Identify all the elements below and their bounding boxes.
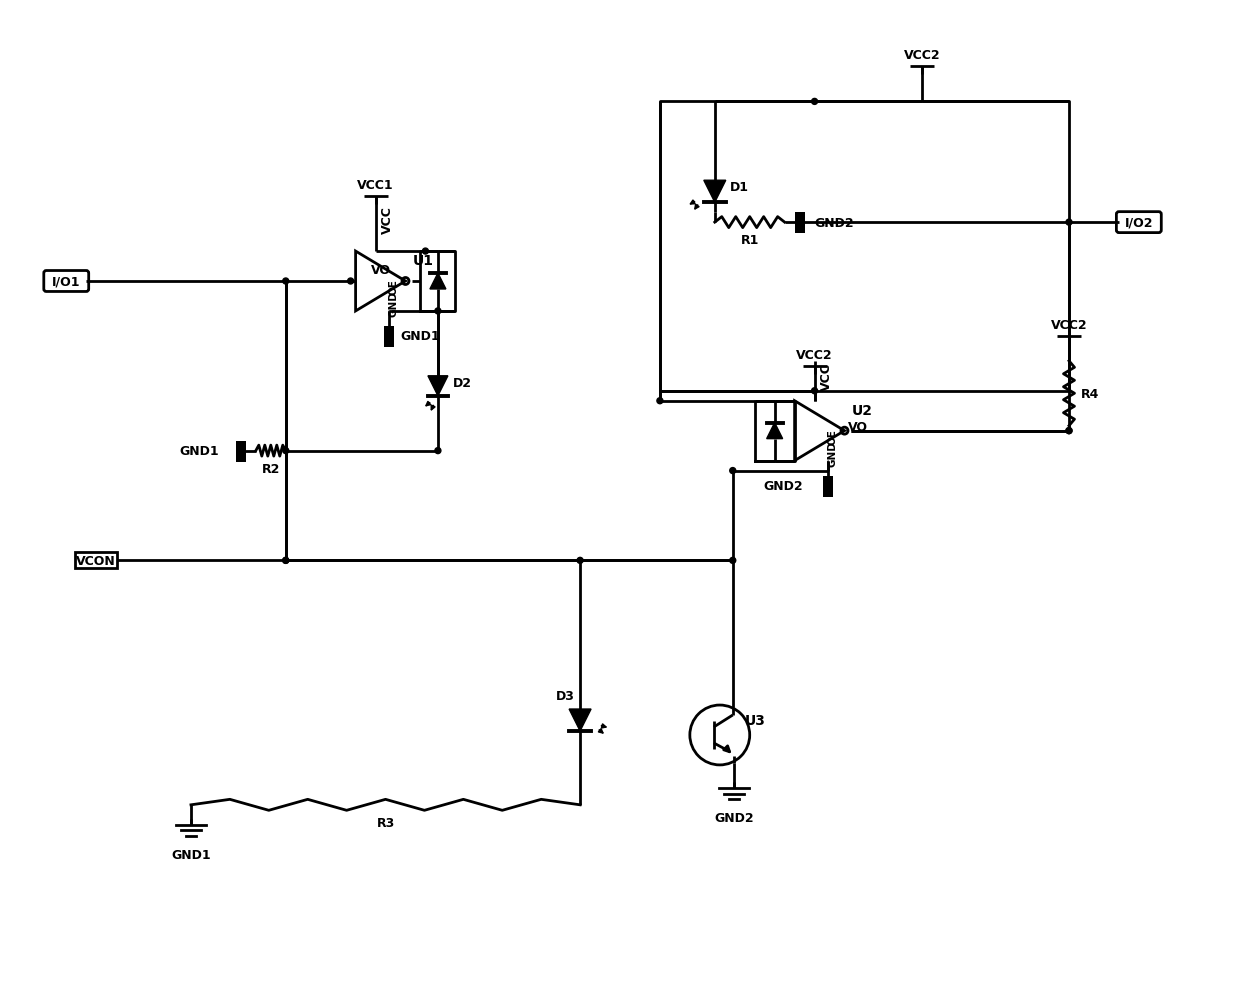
Circle shape bbox=[657, 399, 663, 405]
Text: D1: D1 bbox=[730, 180, 749, 193]
Text: GND2: GND2 bbox=[763, 480, 802, 493]
Text: I/O1: I/O1 bbox=[52, 276, 81, 289]
Circle shape bbox=[730, 468, 735, 474]
Text: OE: OE bbox=[827, 428, 837, 444]
Text: GND1: GND1 bbox=[180, 445, 219, 458]
Circle shape bbox=[283, 448, 289, 454]
Circle shape bbox=[811, 389, 817, 395]
Polygon shape bbox=[428, 377, 448, 397]
Circle shape bbox=[811, 99, 817, 105]
Text: GND1: GND1 bbox=[401, 330, 440, 343]
Circle shape bbox=[347, 279, 353, 285]
Text: VCON: VCON bbox=[77, 554, 117, 567]
Circle shape bbox=[283, 279, 289, 285]
Polygon shape bbox=[430, 274, 446, 290]
Text: VO: VO bbox=[847, 421, 868, 434]
Text: VCC2: VCC2 bbox=[904, 49, 940, 62]
Text: VCC: VCC bbox=[820, 363, 832, 391]
Circle shape bbox=[435, 448, 441, 454]
Circle shape bbox=[1066, 219, 1073, 225]
Text: GND1: GND1 bbox=[171, 848, 211, 861]
Text: R3: R3 bbox=[377, 816, 394, 829]
Polygon shape bbox=[704, 181, 725, 203]
Text: U1: U1 bbox=[413, 254, 434, 268]
Text: R4: R4 bbox=[1081, 388, 1100, 401]
Text: VCC2: VCC2 bbox=[1050, 319, 1087, 332]
Text: VCC2: VCC2 bbox=[796, 349, 833, 362]
Circle shape bbox=[1066, 428, 1073, 434]
Text: I/O2: I/O2 bbox=[1125, 216, 1153, 229]
Circle shape bbox=[283, 558, 289, 564]
Circle shape bbox=[435, 309, 441, 315]
Text: D3: D3 bbox=[556, 689, 574, 702]
Text: GND2: GND2 bbox=[815, 216, 854, 229]
Circle shape bbox=[283, 558, 289, 564]
Text: U2: U2 bbox=[852, 404, 873, 417]
Text: D2: D2 bbox=[453, 377, 472, 390]
Text: GND2: GND2 bbox=[714, 812, 754, 825]
Text: R1: R1 bbox=[740, 233, 759, 246]
Text: R2: R2 bbox=[262, 462, 280, 475]
Text: GND: GND bbox=[388, 291, 398, 317]
Text: VO: VO bbox=[371, 264, 391, 277]
Circle shape bbox=[1066, 428, 1073, 434]
Text: GND: GND bbox=[827, 440, 837, 466]
Text: VCC: VCC bbox=[381, 206, 393, 233]
Circle shape bbox=[577, 558, 583, 564]
Polygon shape bbox=[766, 423, 782, 439]
Polygon shape bbox=[569, 709, 591, 731]
Text: VCC1: VCC1 bbox=[357, 179, 394, 192]
Text: OE: OE bbox=[388, 279, 398, 295]
Circle shape bbox=[423, 248, 429, 255]
Text: U3: U3 bbox=[745, 713, 765, 727]
Circle shape bbox=[730, 558, 735, 564]
